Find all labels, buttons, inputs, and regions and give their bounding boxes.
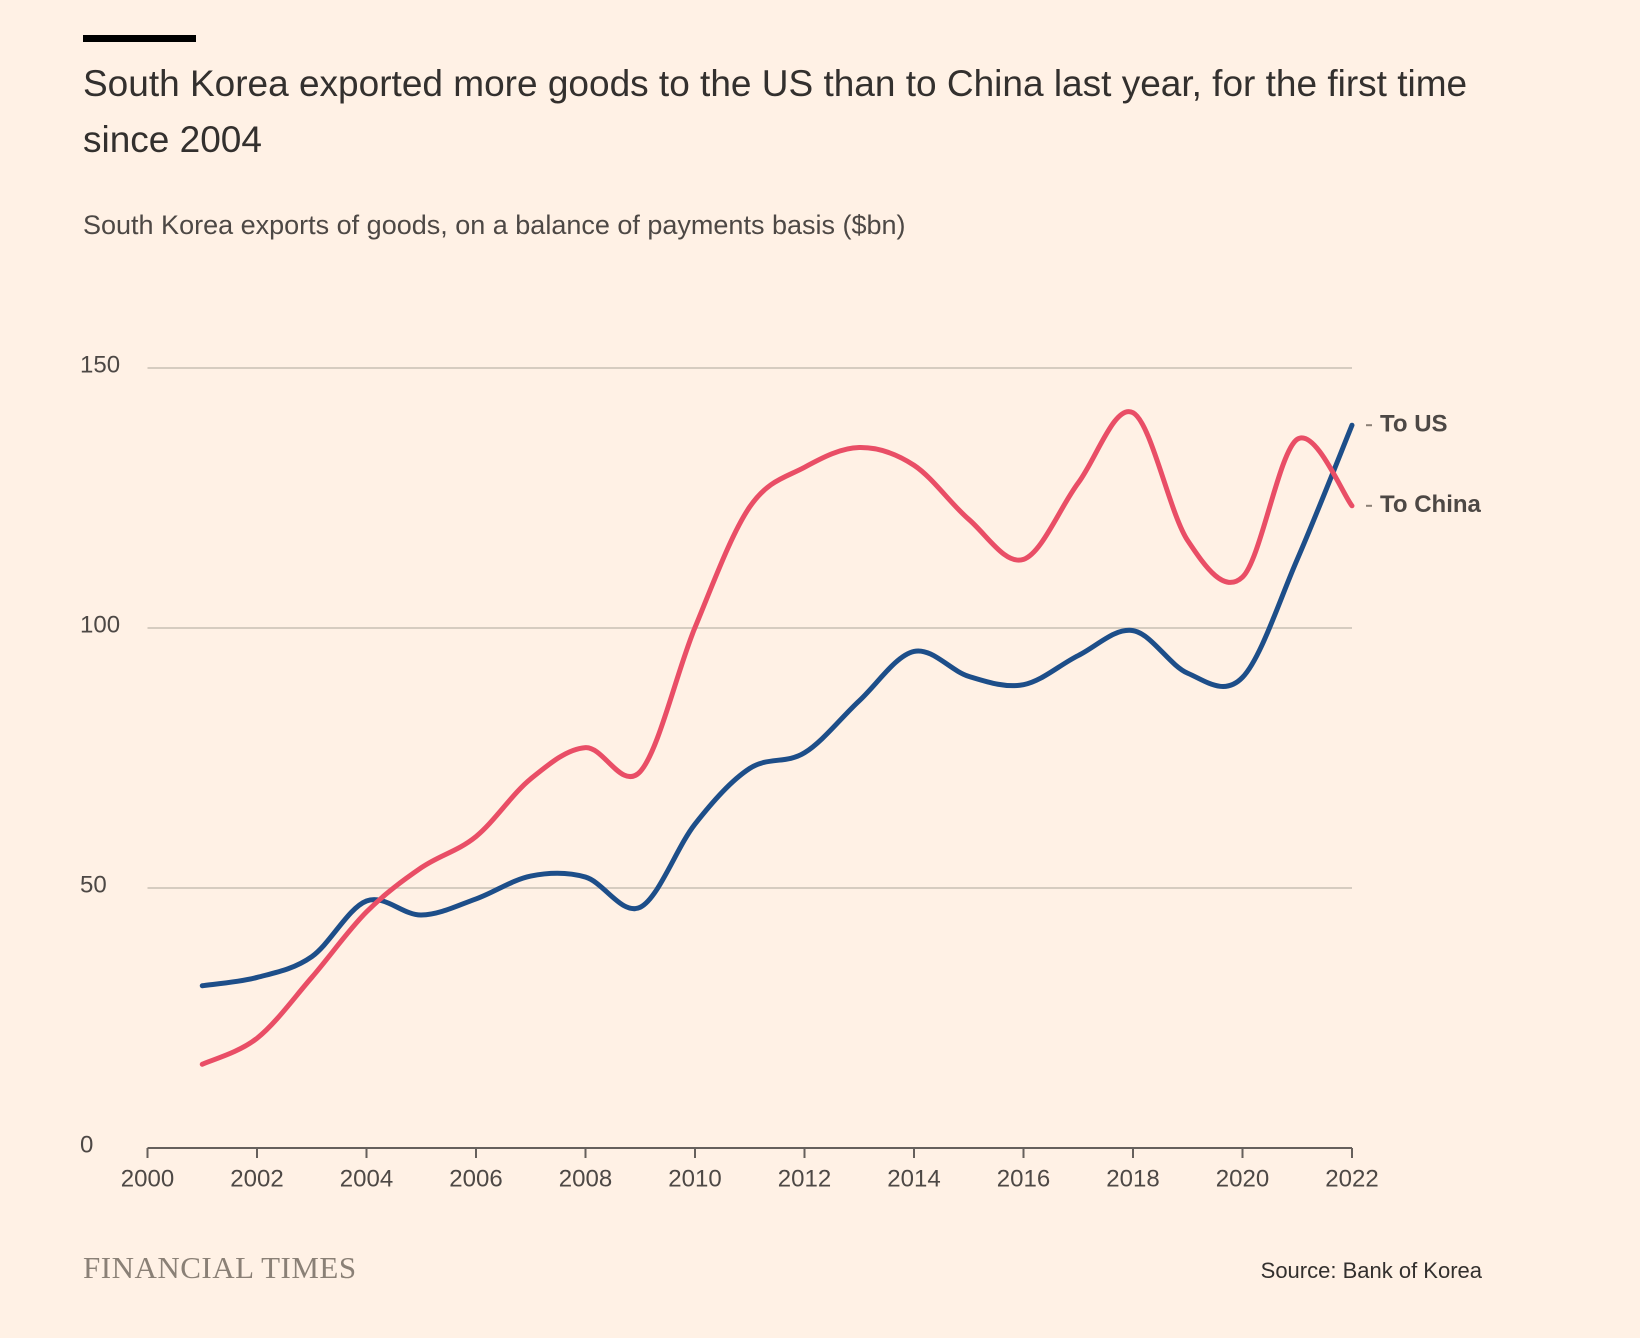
x-tick-label: 2016 bbox=[997, 1165, 1050, 1192]
x-tick-label: 2000 bbox=[121, 1165, 174, 1192]
y-tick-label: 100 bbox=[80, 611, 120, 638]
x-tick-label: 2008 bbox=[559, 1165, 612, 1192]
x-tick-label: 2012 bbox=[778, 1165, 831, 1192]
series-line bbox=[199, 409, 1355, 1067]
x-tick-label: 2022 bbox=[1325, 1165, 1378, 1192]
x-tick-label: 2006 bbox=[449, 1165, 502, 1192]
x-tick-label: 2002 bbox=[230, 1165, 283, 1192]
x-tick-label: 2020 bbox=[1216, 1165, 1269, 1192]
legend-label: To China bbox=[1380, 491, 1482, 518]
x-tick-label: 2014 bbox=[887, 1165, 940, 1192]
chart-subtitle: South Korea exports of goods, on a balan… bbox=[83, 210, 906, 240]
x-tick-label: 2018 bbox=[1106, 1165, 1159, 1192]
x-tick-label: 2010 bbox=[668, 1165, 721, 1192]
title-bar bbox=[83, 35, 196, 42]
chart-title: South Korea exported more goods to the U… bbox=[83, 63, 1468, 160]
y-tick-label: 0 bbox=[80, 1131, 93, 1158]
x-tick-label: 2004 bbox=[340, 1165, 393, 1192]
source-note: Source: Bank of Korea bbox=[1260, 1258, 1482, 1283]
series-line bbox=[199, 422, 1355, 989]
legend-label: To US bbox=[1380, 411, 1448, 438]
y-tick-label: 50 bbox=[80, 871, 107, 898]
publisher-logo: FINANCIAL TIMES bbox=[83, 1250, 357, 1285]
y-tick-label: 150 bbox=[80, 351, 120, 378]
